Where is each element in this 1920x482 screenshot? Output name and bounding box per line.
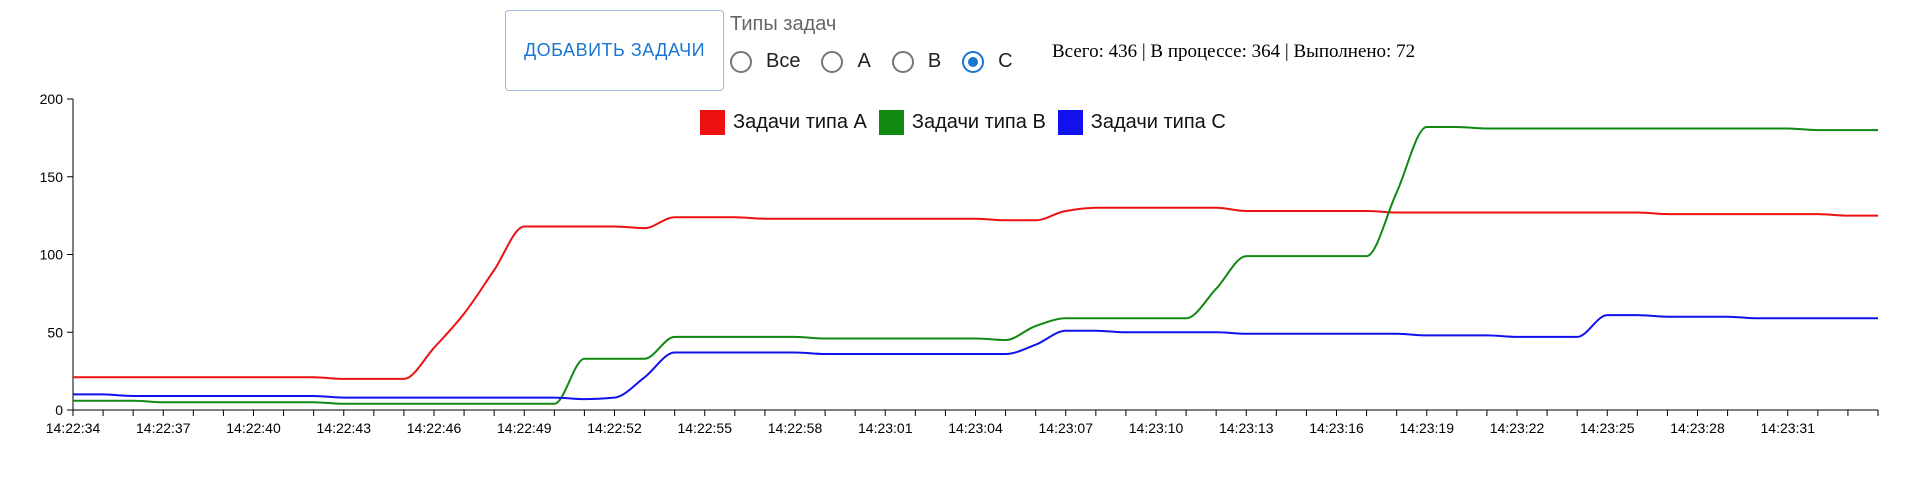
series-line-a xyxy=(73,206,1878,380)
x-tick-label: 14:22:43 xyxy=(317,420,372,436)
radio-circle-icon[interactable] xyxy=(821,50,844,73)
x-tick-label: 14:23:13 xyxy=(1219,420,1274,436)
x-tick-label: 14:23:31 xyxy=(1761,420,1816,436)
y-tick-label: 0 xyxy=(55,402,63,418)
legend-label: Задачи типа B xyxy=(911,111,1046,133)
x-tick-label: 14:23:25 xyxy=(1580,420,1635,436)
x-tick-label: 14:22:40 xyxy=(226,420,281,436)
radio-circle-icon[interactable] xyxy=(891,50,914,73)
x-tick-label: 14:22:46 xyxy=(407,420,462,436)
task-type-option-all[interactable]: Все xyxy=(730,50,800,73)
task-type-filter: Типы задач Все A B C xyxy=(730,10,1034,73)
task-type-option-label: A xyxy=(857,50,871,72)
y-tick-label: 200 xyxy=(40,91,64,107)
legend-label: Задачи типа A xyxy=(733,111,867,133)
series-line-c xyxy=(73,314,1878,401)
task-type-option-b[interactable]: B xyxy=(891,50,942,73)
task-type-option-c[interactable]: C xyxy=(962,50,1013,73)
task-type-filter-label: Типы задач xyxy=(730,13,837,35)
task-type-option-label: B xyxy=(927,50,942,72)
radio-circle-icon[interactable] xyxy=(730,50,752,73)
chart-legend: Задачи типа A Задачи типа B Задачи типа C xyxy=(700,110,1238,135)
x-tick-label: 14:22:49 xyxy=(497,420,552,436)
legend-swatch xyxy=(878,110,904,135)
radio-circle-icon[interactable] xyxy=(962,50,985,73)
legend-item: Задачи типа A xyxy=(700,110,867,135)
x-tick-label: 14:22:58 xyxy=(768,420,823,436)
task-stats: Всего: 436 | В процессе: 364 | Выполнено… xyxy=(1052,41,1416,62)
x-tick-label: 14:23:19 xyxy=(1400,420,1455,436)
x-tick-label: 14:23:04 xyxy=(948,420,1003,436)
legend-item: Задачи типа C xyxy=(1057,110,1226,135)
task-type-option-a[interactable]: A xyxy=(821,50,871,73)
x-tick-label: 14:22:52 xyxy=(587,420,642,436)
task-type-option-label: C xyxy=(998,50,1013,72)
task-type-option-label: Все xyxy=(766,50,801,72)
legend-swatch xyxy=(700,110,725,135)
x-tick-label: 14:22:55 xyxy=(678,420,733,436)
add-tasks-button[interactable]: ДОБАВИТЬ ЗАДАЧИ xyxy=(505,10,724,91)
y-tick-label: 150 xyxy=(40,169,64,185)
legend-item: Задачи типа B xyxy=(878,110,1046,135)
x-tick-label: 14:22:37 xyxy=(136,420,191,436)
series-line-b xyxy=(73,126,1878,405)
x-tick-label: 14:22:34 xyxy=(46,420,101,436)
x-tick-label: 14:23:01 xyxy=(858,420,913,436)
x-tick-label: 14:23:10 xyxy=(1129,420,1184,436)
x-tick-label: 14:23:22 xyxy=(1490,420,1545,436)
y-tick-label: 50 xyxy=(47,324,63,340)
legend-label: Задачи типа C xyxy=(1090,111,1226,133)
task-type-radio-group: Все A B C xyxy=(730,50,1034,73)
x-tick-label: 14:23:07 xyxy=(1039,420,1094,436)
x-tick-label: 14:23:16 xyxy=(1309,420,1364,436)
y-tick-label: 100 xyxy=(40,247,64,263)
legend-swatch xyxy=(1057,110,1083,135)
x-tick-label: 14:23:28 xyxy=(1670,420,1725,436)
